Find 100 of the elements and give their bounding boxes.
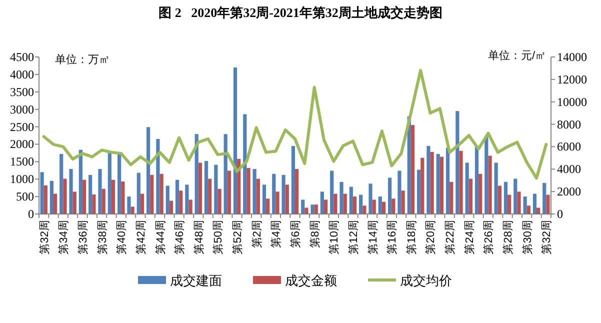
bar: [304, 208, 308, 214]
y2-tick-label: 8000: [557, 117, 581, 132]
x-tick-label: 第38周: [96, 220, 109, 254]
bar: [349, 186, 353, 214]
x-tick-label: 第2周: [251, 220, 264, 248]
bar: [82, 180, 86, 214]
bar: [517, 192, 521, 214]
bar: [72, 192, 76, 214]
legend-label: 成交均价: [400, 273, 452, 288]
x-tick-label: 第10周: [328, 220, 341, 254]
bar: [398, 170, 402, 214]
bar: [88, 174, 92, 214]
annotation: 单位：元/㎡: [488, 49, 546, 62]
bar: [514, 178, 518, 214]
bar: [352, 196, 357, 214]
x-tick-label: 第18周: [406, 220, 418, 254]
bar: [188, 200, 192, 214]
x-tick-label: 第20周: [425, 220, 438, 254]
bar: [224, 134, 228, 214]
bar: [194, 134, 198, 214]
bar: [218, 188, 222, 214]
bar: [340, 182, 344, 214]
bar: [446, 148, 450, 214]
x-tick-label: 第8周: [309, 220, 322, 248]
bar: [484, 136, 488, 214]
bar: [140, 194, 144, 214]
bar: [488, 156, 492, 214]
bar: [276, 192, 280, 214]
bar: [185, 184, 189, 214]
bar: [320, 192, 324, 214]
x-tick-label: 第34周: [58, 220, 70, 254]
bar: [146, 127, 150, 214]
x-tick-label: 第40周: [116, 220, 128, 254]
x-tick-label: 第46周: [174, 220, 186, 254]
bar: [401, 190, 405, 214]
bar: [459, 150, 463, 214]
bar: [372, 200, 376, 214]
bar: [359, 194, 363, 214]
bar: [92, 194, 96, 214]
y-tick-label: 500: [16, 190, 34, 204]
bar: [388, 178, 392, 214]
x-tick-label: 第32周: [541, 220, 554, 254]
bar: [310, 204, 314, 214]
bar: [440, 156, 444, 214]
bar: [291, 146, 295, 214]
bar: [426, 146, 430, 214]
bar: [314, 204, 318, 214]
bar: [468, 178, 472, 214]
bar: [208, 178, 212, 214]
bar: [474, 146, 479, 214]
bar: [252, 168, 256, 214]
bar: [127, 196, 131, 214]
x-tick-label: 第50周: [212, 220, 225, 254]
bar: [465, 162, 469, 214]
y-tick-label: 0: [28, 207, 34, 221]
bar: [78, 150, 82, 214]
y-tick-label: 3000: [10, 102, 34, 116]
bar: [295, 168, 299, 214]
x-tick-label: 第30周: [522, 220, 534, 254]
bar: [108, 150, 112, 214]
x-tick-label: 第42周: [135, 220, 148, 254]
x-tick-label: 第32周: [38, 220, 51, 254]
x-tick-label: 第36周: [77, 220, 90, 254]
bar: [504, 182, 508, 214]
bar: [160, 174, 164, 214]
bar: [324, 200, 328, 214]
y-tick-label: 1500: [10, 154, 34, 169]
bar: [130, 206, 134, 214]
bar: [175, 180, 180, 214]
y-tick-label: 4500: [10, 50, 34, 64]
bar: [542, 182, 546, 214]
x-tick-label: 第22周: [444, 220, 457, 254]
bar: [498, 186, 502, 214]
bar: [456, 111, 460, 214]
bar: [50, 180, 54, 214]
bar: [330, 170, 334, 214]
y2-tick-label: 14000: [557, 50, 587, 64]
y2-tick-label: 10000: [557, 94, 587, 109]
bar: [237, 158, 241, 214]
bar: [156, 138, 160, 214]
bar: [169, 200, 174, 214]
bar: [378, 196, 382, 214]
bar: [118, 154, 122, 214]
bar: [368, 184, 372, 214]
bar: [416, 170, 421, 214]
y-tick-label: 4000: [10, 67, 34, 82]
bar: [262, 184, 266, 214]
legend-label: 成交金额: [285, 273, 337, 288]
bar: [272, 174, 276, 214]
bar: [362, 206, 366, 214]
bar: [420, 158, 424, 214]
bar: [436, 154, 440, 214]
bar: [523, 196, 527, 214]
x-tick-label: 第16周: [386, 220, 399, 254]
bar: [334, 194, 338, 214]
bar: [98, 168, 102, 214]
bar: [536, 208, 540, 214]
bar: [136, 172, 140, 214]
bar: [233, 67, 238, 214]
bar: [266, 198, 270, 214]
